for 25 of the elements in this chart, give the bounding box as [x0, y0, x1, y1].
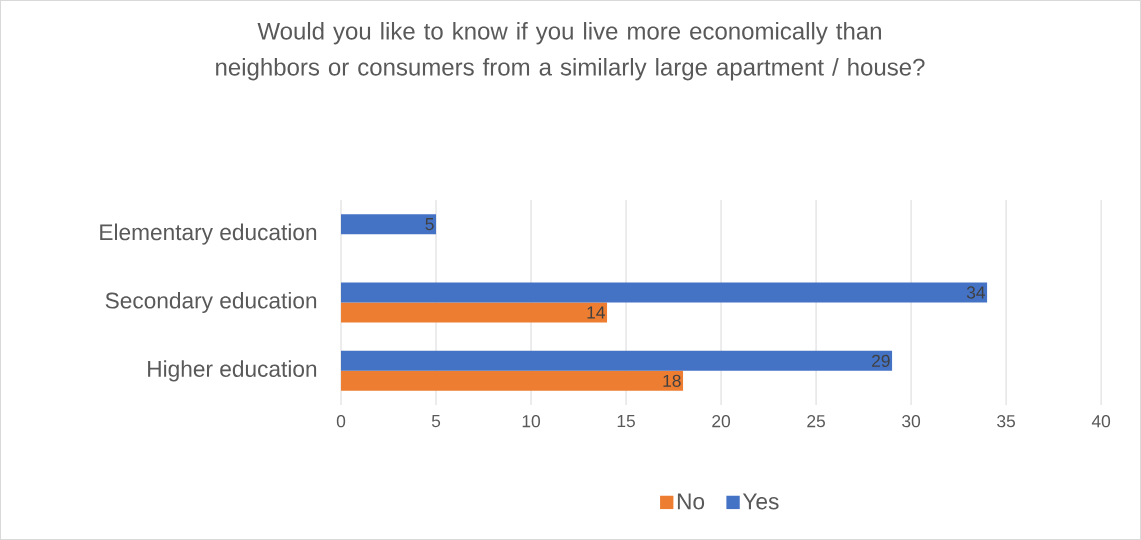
bar	[341, 282, 988, 303]
y-tick-label: Elementary education	[100, 223, 317, 245]
x-tick-label: 35	[997, 415, 1015, 428]
legend-label: Yes	[742, 493, 779, 510]
x-tick-label: 30	[902, 415, 921, 428]
y-tick-label: Secondary education	[105, 291, 317, 314]
bar	[341, 214, 437, 235]
data-label: 18	[663, 374, 681, 387]
legend-label: No	[677, 493, 705, 510]
x-tick-label: 0	[336, 415, 346, 428]
data-label: 14	[587, 306, 605, 319]
x-tick-label: 5	[431, 415, 441, 428]
x-tick-label: 20	[712, 415, 731, 428]
x-tick-label: 10	[522, 415, 540, 428]
chart-title: Would you like to know if you live more economically than neighbors or consumers from a similarly large apartment / house?	[216, 22, 925, 81]
data-label: 34	[966, 286, 985, 299]
data-label: 5	[425, 218, 434, 231]
x-tick-label: 40	[1091, 415, 1111, 428]
data-label: 29	[872, 354, 890, 367]
x-tick-label: 25	[807, 415, 825, 428]
bar	[341, 302, 608, 323]
bar	[341, 370, 684, 391]
x-tick-label: 15	[617, 415, 635, 428]
bar	[341, 350, 893, 371]
y-tick-label: Higher education	[148, 360, 317, 382]
